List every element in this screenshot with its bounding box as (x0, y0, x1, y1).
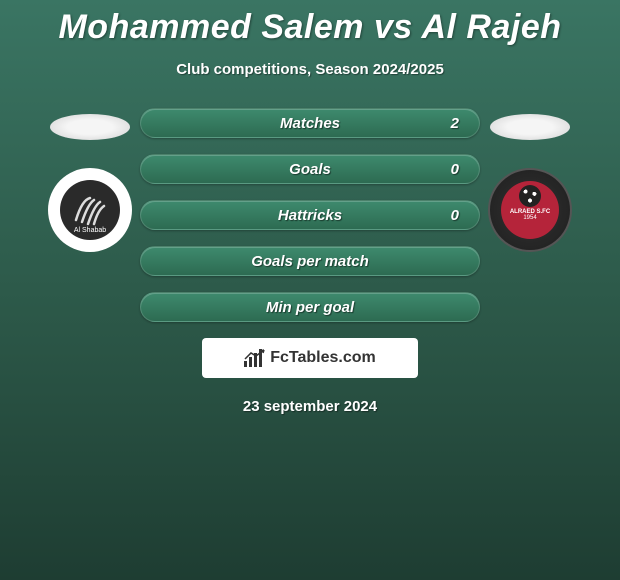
chart-line-icon (244, 349, 268, 361)
main-row: Al Shabab Matches 2 Goals 0 Hattricks 0 … (0, 108, 620, 322)
card-container: Mohammed Salem vs Al Rajeh Club competit… (0, 0, 620, 415)
football-icon (519, 185, 541, 207)
shabab-stripes-icon (72, 192, 108, 228)
raed-year: 1954 (523, 215, 536, 221)
left-player-column: Al Shabab (40, 108, 140, 252)
brand-badge: FcTables.com (202, 338, 418, 378)
left-club-logo: Al Shabab (48, 168, 132, 252)
stat-value-right: 2 (451, 115, 459, 132)
stat-row-goals-per-match: Goals per match (140, 246, 480, 276)
stat-row-hattricks: Hattricks 0 (140, 200, 480, 230)
brand-text: FcTables.com (270, 349, 376, 367)
stats-column: Matches 2 Goals 0 Hattricks 0 Goals per … (140, 108, 480, 322)
al-raed-emblem: ALRAED S.FC 1954 (501, 181, 559, 239)
stat-label: Hattricks (278, 207, 342, 224)
right-club-logo: ALRAED S.FC 1954 (488, 168, 572, 252)
right-player-column: ALRAED S.FC 1954 (480, 108, 580, 252)
stat-value-right: 0 (451, 207, 459, 224)
subtitle: Club competitions, Season 2024/2025 (176, 61, 444, 78)
stat-label: Matches (280, 115, 340, 132)
page-title: Mohammed Salem vs Al Rajeh (58, 8, 561, 47)
right-player-avatar (490, 114, 570, 140)
left-player-avatar (50, 114, 130, 140)
stat-value-right: 0 (451, 161, 459, 178)
stat-label: Goals per match (251, 253, 369, 270)
stat-row-matches: Matches 2 (140, 108, 480, 138)
stat-row-min-per-goal: Min per goal (140, 292, 480, 322)
stat-label: Min per goal (266, 299, 354, 316)
stat-row-goals: Goals 0 (140, 154, 480, 184)
chart-icon (244, 349, 266, 367)
stat-label: Goals (289, 161, 331, 178)
date-label: 23 september 2024 (243, 398, 377, 415)
shabab-label: Al Shabab (74, 227, 106, 234)
al-shabab-emblem: Al Shabab (60, 180, 120, 240)
